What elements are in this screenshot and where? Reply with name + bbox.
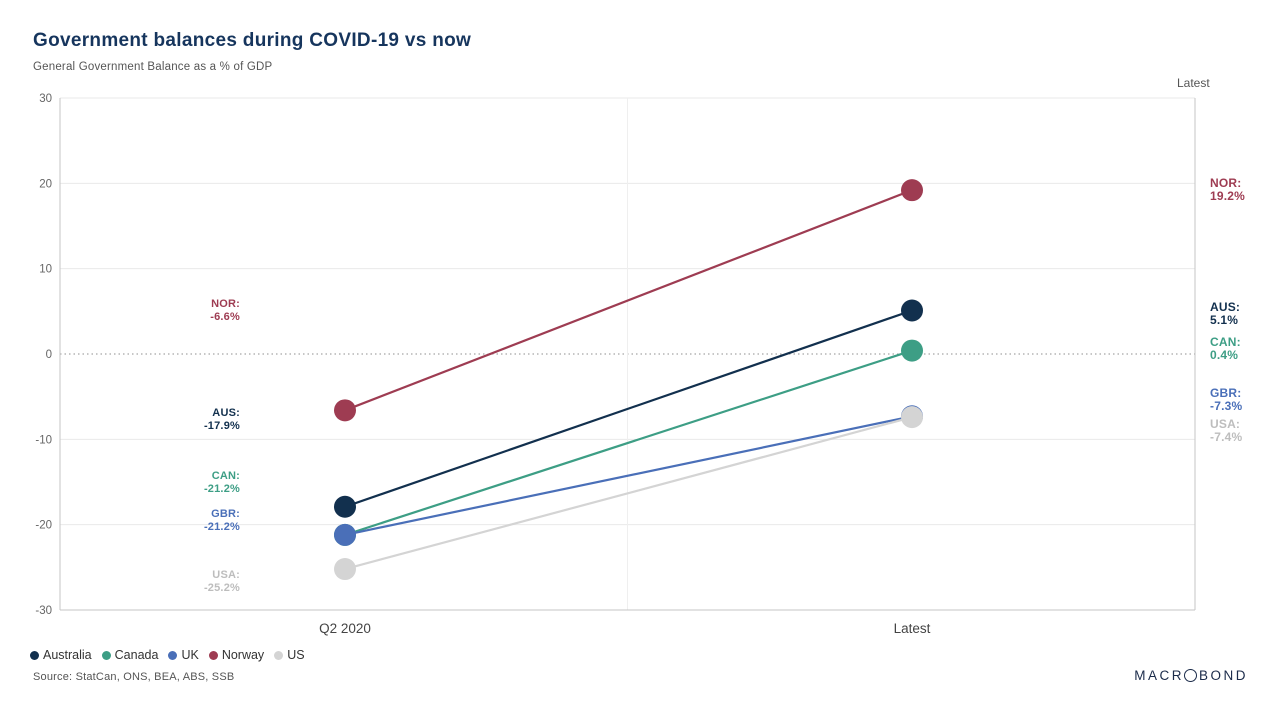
svg-text:Q2 2020: Q2 2020: [319, 621, 371, 636]
legend-label: Australia: [43, 648, 92, 662]
point-label-right-GBR: GBR: -7.3%: [1210, 386, 1243, 413]
legend-item-NOR: Norway: [208, 648, 265, 662]
legend-item-USA: US: [274, 648, 305, 662]
svg-text:20: 20: [39, 178, 52, 190]
page-title: Government balances during COVID-19 vs n…: [33, 30, 472, 51]
svg-text:-10: -10: [35, 434, 52, 446]
legend-label: US: [287, 648, 305, 662]
source-note: Source: StatCan, ONS, BEA, ABS, SSB: [33, 671, 235, 683]
legend-item-AUS: Australia: [30, 648, 92, 662]
latest-column-header: Latest: [1177, 76, 1210, 90]
svg-text:-20: -20: [35, 520, 52, 532]
point-label-left-CAN: CAN: -21.2%: [203, 470, 240, 495]
point-label-left-NOR: NOR: -6.6%: [210, 298, 240, 323]
legend-dot-icon: [274, 650, 284, 660]
logo-text-right: BOND: [1198, 668, 1248, 683]
logo-o-icon: [1183, 669, 1197, 682]
legend-item-GBR: UK: [168, 648, 199, 662]
legend-dot-icon: [208, 650, 218, 660]
legend-dot-icon: [101, 650, 111, 660]
point-label-right-AUS: AUS: 5.1%: [1210, 300, 1241, 327]
point-label-right-CAN: CAN: 0.4%: [1210, 335, 1241, 362]
svg-text:-30: -30: [35, 605, 52, 617]
point-label-left-USA: USA: -25.2%: [203, 569, 240, 594]
svg-text:Latest: Latest: [894, 621, 931, 636]
svg-text:30: 30: [39, 93, 52, 105]
svg-text:10: 10: [39, 264, 52, 276]
svg-text:0: 0: [46, 349, 52, 361]
point-label-right-USA: USA: -7.4%: [1210, 417, 1243, 444]
legend-dot-icon: [30, 650, 39, 660]
legend-dot-icon: [168, 650, 178, 660]
legend-label: Canada: [114, 648, 159, 662]
point-label-left-GBR: GBR: -21.2%: [203, 508, 240, 533]
chart-subtitle: General Government Balance as a % of GDP: [33, 61, 273, 73]
legend-label: Norway: [221, 648, 265, 662]
logo-text-left: MACR: [1134, 668, 1184, 683]
legend-item-CAN: Canada: [101, 648, 159, 662]
legend: Australia Canada UK Norway US: [30, 648, 305, 662]
legend-label: UK: [181, 648, 199, 662]
point-label-left-AUS: AUS: -17.9%: [203, 407, 240, 432]
macrobond-logo: MACR BOND: [1134, 668, 1248, 683]
point-label-right-NOR: NOR: 19.2%: [1210, 176, 1246, 203]
